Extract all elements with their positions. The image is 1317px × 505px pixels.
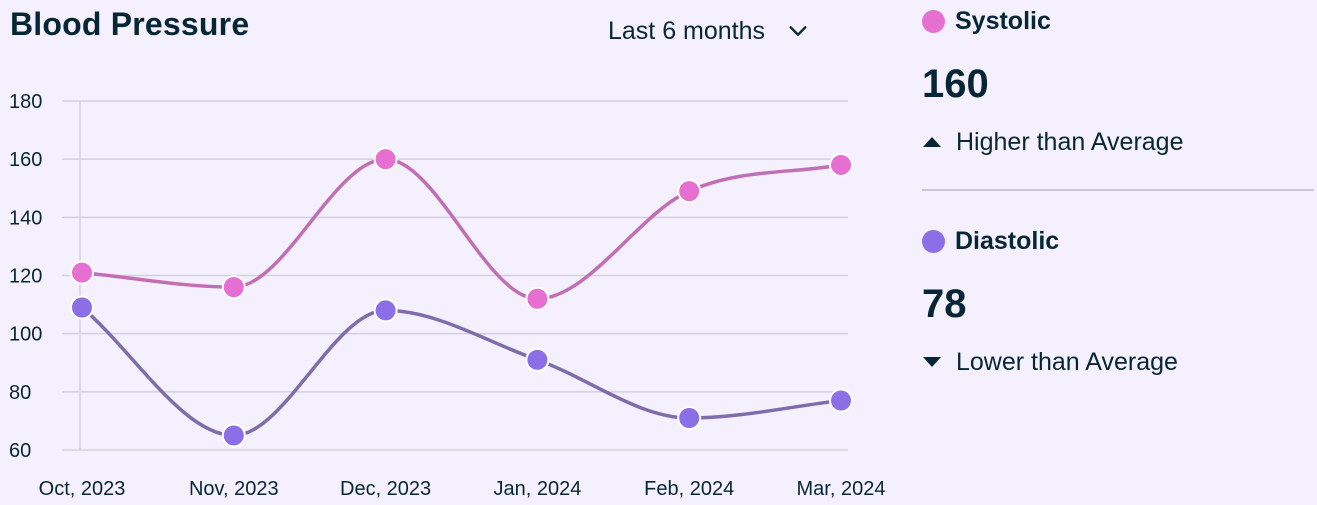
- y-tick-label: 80: [9, 382, 31, 404]
- systolic-legend-dot: [922, 9, 945, 33]
- y-tick-label: 100: [9, 324, 42, 346]
- arrow-up-icon: [923, 137, 941, 147]
- systolic-data-point[interactable]: [70, 260, 94, 285]
- diastolic-data-point[interactable]: [829, 388, 853, 413]
- systolic-label: Systolic: [955, 6, 1051, 35]
- y-tick-label: 180: [9, 91, 42, 113]
- chart-data-points: [70, 147, 853, 448]
- chart-axes: 60 80 100 120 140 160 180 Oct, 2023 Nov, 2023 Dec…: [9, 91, 885, 500]
- blood-pressure-line-chart: 60 80 100 120 140 160 180 Oct, 2023 Nov, 2023 Dec…: [9, 91, 885, 500]
- y-tick-label: 120: [9, 266, 42, 288]
- diastolic-data-point[interactable]: [525, 347, 550, 372]
- diastolic-label: Diastolic: [955, 226, 1060, 255]
- x-tick-label: Jan, 2024: [493, 478, 581, 500]
- chart-gridlines: [62, 100, 848, 451]
- x-tick-label: Dec, 2023: [340, 478, 431, 500]
- x-tick-label: Nov, 2023: [189, 478, 279, 500]
- systolic-data-point[interactable]: [373, 147, 398, 172]
- y-tick-label: 140: [9, 207, 42, 229]
- chart-series-lines: [80, 157, 843, 438]
- time-range-label: Last 6 months: [608, 16, 766, 45]
- x-tick-label: Feb, 2024: [644, 478, 734, 500]
- diastolic-data-point[interactable]: [70, 295, 94, 320]
- diastolic-data-point[interactable]: [373, 298, 398, 323]
- systolic-data-point[interactable]: [829, 152, 853, 177]
- diastolic-value: 78: [922, 282, 967, 326]
- systolic-data-point[interactable]: [677, 179, 702, 204]
- y-tick-label: 160: [9, 149, 42, 171]
- systolic-value: 160: [922, 62, 989, 106]
- diastolic-data-point[interactable]: [677, 406, 702, 431]
- systolic-series-line: [80, 157, 843, 301]
- systolic-trend-text: Higher than Average: [956, 127, 1184, 156]
- diastolic-legend-dot: [922, 229, 945, 253]
- time-range-dropdown[interactable]: Last 6 months: [608, 12, 809, 50]
- y-tick-label: 60: [9, 440, 31, 462]
- arrow-down-icon: [923, 357, 941, 367]
- systolic-summary: Systolic 160 Higher than Average: [922, 6, 1314, 158]
- x-tick-label: Oct, 2023: [39, 478, 126, 500]
- summary-divider: [922, 189, 1314, 191]
- diastolic-data-point[interactable]: [221, 423, 246, 448]
- systolic-data-point[interactable]: [525, 286, 550, 311]
- systolic-data-point[interactable]: [221, 275, 246, 300]
- x-tick-label: Mar, 2024: [797, 478, 886, 500]
- chart-title: Blood Pressure: [10, 6, 250, 42]
- chevron-down-icon: [789, 26, 807, 36]
- diastolic-trend-text: Lower than Average: [956, 347, 1178, 376]
- diastolic-series-line: [80, 305, 843, 438]
- diastolic-summary: Diastolic 78 Lower than Average: [922, 226, 1314, 378]
